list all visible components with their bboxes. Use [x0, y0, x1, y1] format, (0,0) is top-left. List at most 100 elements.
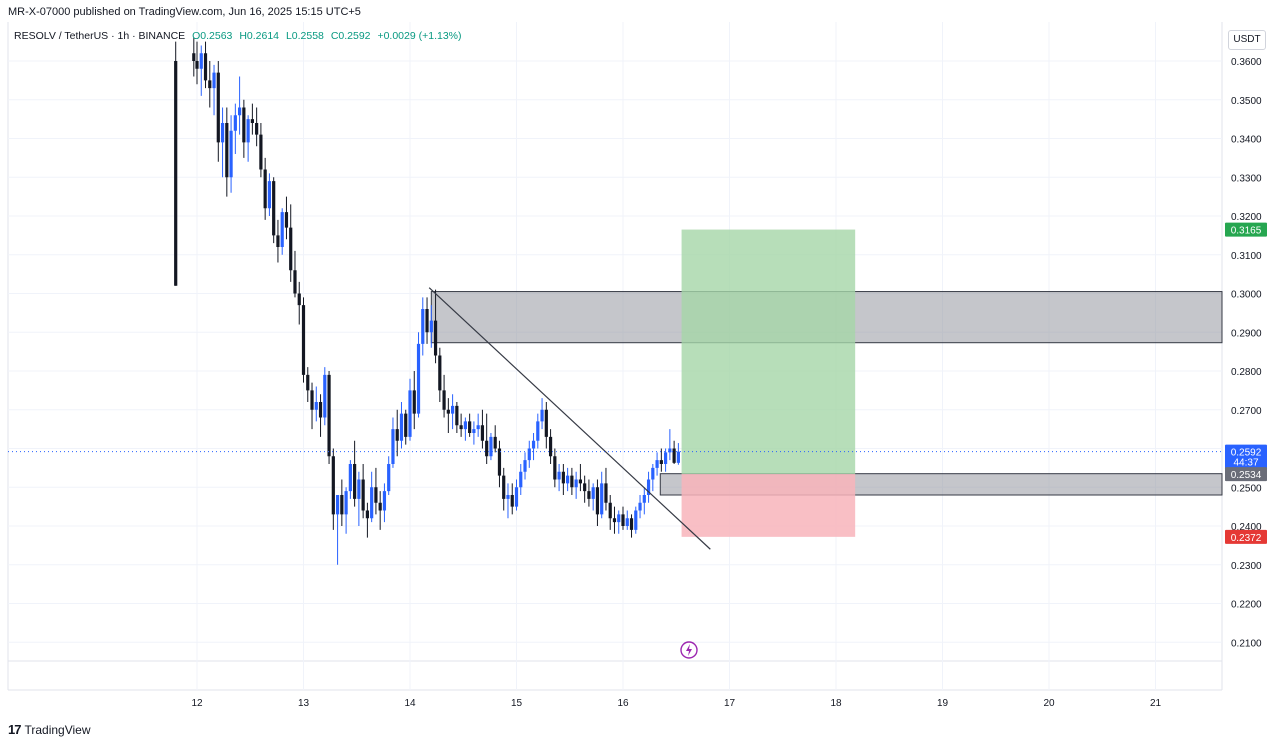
candle-body: [255, 123, 259, 135]
candle-body: [595, 487, 600, 515]
candle-body: [263, 169, 267, 209]
candle-body: [506, 495, 510, 499]
candle-body: [357, 479, 361, 499]
y-tick-label: 0.3100: [1231, 251, 1262, 262]
candle-body: [536, 421, 540, 441]
candle-body: [672, 448, 676, 463]
candle-body: [233, 115, 237, 131]
candle-body: [276, 235, 280, 247]
candle-body: [284, 212, 289, 228]
lightning-glyph: [686, 644, 692, 656]
candle-body: [220, 123, 225, 143]
countdown-text: 44:37: [1233, 458, 1258, 469]
candle-body: [570, 475, 574, 488]
candle-body: [459, 425, 463, 430]
candle-body: [429, 320, 433, 333]
candle-body: [208, 80, 212, 89]
target-zone: [681, 229, 856, 475]
candle-body: [642, 495, 646, 503]
candle-body: [676, 451, 680, 463]
candle-body: [531, 440, 536, 449]
candle-body: [310, 390, 314, 410]
close-value: C0.2592: [330, 30, 371, 42]
currency-button[interactable]: USDT: [1228, 30, 1266, 50]
price-tag-text: 0.2372: [1231, 533, 1262, 544]
candle-body: [557, 471, 561, 480]
candle-body: [174, 61, 178, 286]
candle-body: [651, 467, 655, 480]
candle-body: [365, 510, 369, 519]
candle-body: [646, 479, 651, 495]
candle-body: [340, 495, 344, 515]
candle-body: [229, 130, 233, 178]
candle-body: [399, 413, 404, 441]
candle-body: [408, 390, 412, 437]
tradingview-footer[interactable]: 17 TradingView: [8, 722, 91, 737]
candle-body: [348, 464, 352, 492]
candle-body: [480, 425, 485, 441]
candle-body: [668, 448, 672, 453]
stop-zone: [681, 474, 856, 537]
high-value: H0.2614: [239, 30, 280, 42]
candle-body: [608, 502, 612, 519]
candle-body: [583, 483, 587, 492]
brand-label: TradingView: [24, 722, 91, 737]
symbol-ohlc-bar: RESOLV / TetherUS · 1h · BINANCE O0.2563…: [14, 30, 466, 42]
candle-body: [510, 495, 514, 507]
x-tick-label: 21: [1150, 698, 1162, 709]
candle-body: [238, 107, 242, 116]
candle-body: [523, 460, 527, 472]
candle-body: [306, 374, 310, 391]
chart-grid: [7, 22, 1223, 691]
chart-axes: 0.3600 0.3500 0.3400 0.3300 0.3200 0.3100 0.30…: [191, 57, 1267, 709]
candle-body: [591, 487, 595, 499]
candle-body: [327, 374, 331, 457]
symbol-label[interactable]: RESOLV / TetherUS · 1h · BINANCE: [14, 30, 186, 42]
price-tag-stop: [1225, 529, 1267, 544]
candle-body: [318, 402, 323, 418]
candle-body: [225, 123, 229, 178]
candle-body: [514, 487, 519, 507]
candle-body: [638, 502, 642, 511]
open-value: O0.2563: [192, 30, 233, 42]
candle-body: [497, 448, 502, 476]
candle-body: [617, 514, 621, 523]
chart-zones: [430, 229, 1223, 537]
candle-body: [421, 309, 425, 344]
candle-body: [297, 293, 301, 306]
price-tag-target: [1225, 222, 1267, 237]
price-tag-text: 0.2592: [1231, 448, 1262, 459]
tradingview-logo-icon: 17: [8, 722, 22, 737]
y-tick-label: 0.2800: [1231, 367, 1262, 378]
x-tick-label: 20: [1043, 698, 1055, 709]
y-tick-label: 0.3200: [1231, 212, 1262, 223]
candle-body: [212, 72, 216, 89]
candle-body: [621, 514, 625, 526]
publisher-line: MR-X-07000 published on TradingView.com,…: [8, 6, 361, 18]
candle-body: [293, 270, 297, 294]
candle-body: [625, 518, 629, 526]
chart-overlay: [8, 287, 1222, 659]
candle-body: [192, 53, 196, 61]
y-tick-label: 0.3400: [1231, 135, 1262, 146]
x-tick-label: 17: [724, 698, 736, 709]
candle-body: [604, 483, 608, 503]
candle-body: [335, 495, 340, 515]
candle-body: [489, 436, 493, 457]
candle-body: [655, 460, 659, 468]
low-value: L0.2558: [285, 30, 324, 42]
candle-body: [455, 405, 459, 426]
x-tick-label: 18: [830, 698, 842, 709]
candle-body: [378, 502, 382, 511]
candle-body: [438, 355, 442, 391]
candle-body: [561, 471, 565, 484]
candle-body: [553, 456, 557, 480]
candle-body: [442, 390, 446, 410]
candle-body: [574, 479, 578, 488]
candle-body: [259, 134, 263, 170]
candle-body: [382, 491, 387, 511]
candle-body: [344, 491, 348, 515]
candle-body: [199, 53, 203, 69]
candle-body: [433, 320, 438, 356]
